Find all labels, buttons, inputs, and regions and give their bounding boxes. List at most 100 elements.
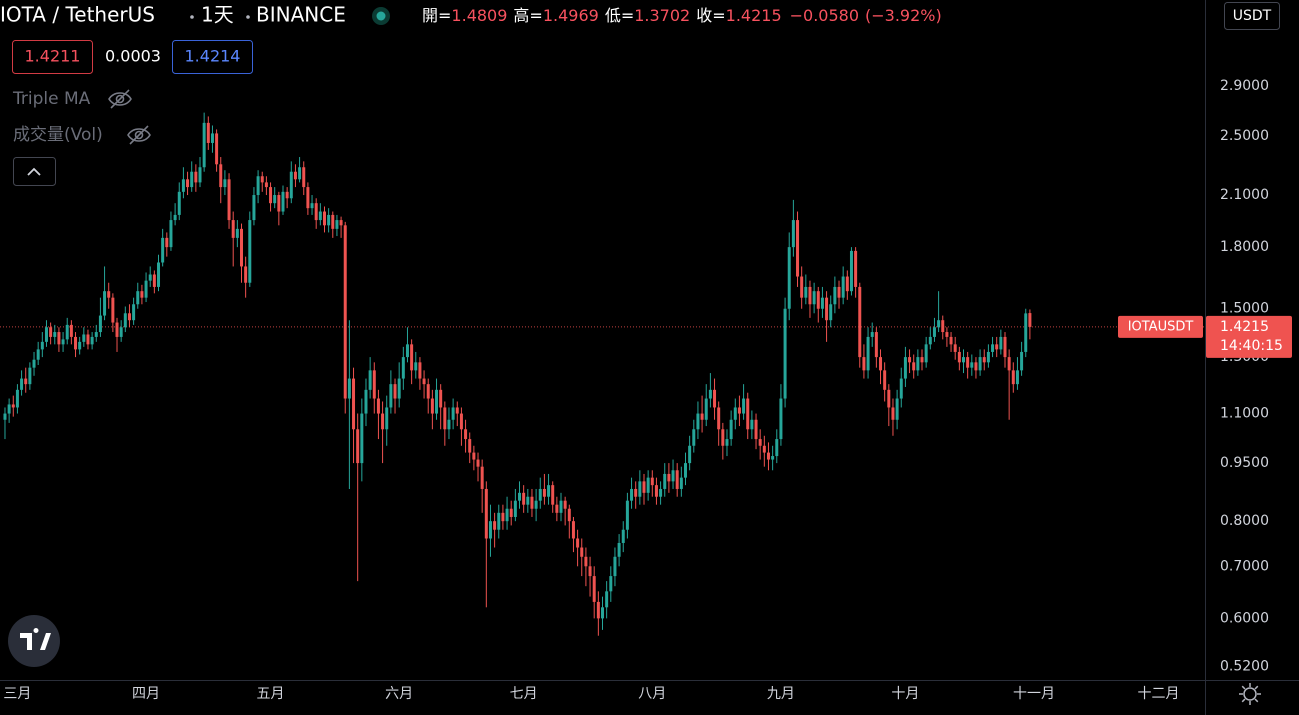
hidden-icon[interactable] — [127, 125, 151, 145]
candle-body — [932, 327, 936, 337]
candle-body — [613, 556, 617, 577]
exchange: BINANCE — [256, 3, 346, 27]
candle-body — [866, 336, 870, 371]
candle-body — [443, 407, 447, 430]
candle-body — [837, 286, 841, 298]
candle-body — [1020, 351, 1024, 371]
hidden-icon[interactable] — [108, 89, 132, 109]
indicator-name[interactable]: 成交量(Vol) — [13, 125, 103, 145]
candle-body — [758, 439, 762, 446]
eye-pupil — [115, 94, 125, 104]
candle-body — [264, 182, 268, 188]
candle-body — [426, 384, 430, 399]
candle-body — [700, 413, 704, 420]
candle-body — [152, 274, 156, 287]
candle-body — [995, 344, 999, 350]
candle-body — [991, 344, 995, 352]
candle-body — [667, 473, 671, 482]
candle-body — [725, 439, 729, 446]
candle-body — [169, 220, 173, 248]
candle-body — [28, 367, 32, 385]
candle-body — [210, 133, 214, 143]
high-label: 高= — [513, 6, 542, 25]
candle-body — [659, 488, 663, 497]
candle-body — [522, 492, 526, 505]
candle-body — [493, 521, 497, 530]
candle-body — [820, 297, 824, 309]
settings-icon[interactable] — [1239, 683, 1261, 705]
candle-body — [144, 280, 148, 298]
sell-button[interactable] — [12, 40, 93, 74]
candle-body — [775, 439, 779, 457]
candle-body — [962, 357, 966, 363]
currency-button[interactable] — [1224, 2, 1280, 30]
candle-body — [501, 512, 505, 522]
candle-body — [405, 344, 409, 358]
candle-body — [372, 370, 376, 399]
collapse-button[interactable] — [13, 157, 56, 186]
candle-body — [368, 370, 372, 390]
open-label: 開= — [422, 6, 451, 25]
candle-body — [845, 276, 849, 292]
candle-body — [107, 291, 111, 298]
candle-body — [854, 250, 858, 287]
candle-body — [401, 357, 405, 379]
eye-slash — [129, 125, 149, 145]
y-tick-label: 0.8000 — [1220, 513, 1269, 529]
countdown: 14:40:15 — [1220, 338, 1283, 354]
candle-body — [198, 167, 202, 183]
candle-body — [376, 398, 380, 414]
indicator-name[interactable]: Triple MA — [12, 89, 91, 109]
candle-body — [289, 171, 293, 199]
buy-button[interactable] — [172, 40, 253, 74]
y-tick-label: 1.5000 — [1220, 301, 1269, 317]
candle-body — [15, 389, 19, 408]
candle-body — [733, 407, 737, 420]
candle-body — [713, 389, 717, 408]
candle-body — [418, 362, 422, 379]
candle-body — [617, 542, 621, 557]
candle-body — [791, 220, 795, 248]
candle-body — [513, 500, 517, 517]
open-value: 1.4809 — [451, 6, 507, 25]
candle-body — [571, 521, 575, 539]
candle-body — [61, 339, 65, 345]
candle-body — [559, 500, 563, 513]
candle-body — [86, 334, 90, 345]
candle-body — [526, 496, 530, 505]
candle-body — [903, 357, 907, 379]
candle-body — [800, 276, 804, 298]
candle-body — [592, 576, 596, 602]
candle-body — [397, 378, 401, 399]
candle-body — [331, 214, 335, 229]
y-tick-label: 0.7000 — [1220, 558, 1269, 574]
symbol-tag — [1118, 315, 1203, 338]
candle-body — [140, 291, 144, 298]
x-tick-label: 九月 — [767, 686, 795, 702]
candle-body — [422, 378, 426, 385]
candle-body — [949, 336, 953, 345]
candle-body — [223, 179, 227, 188]
candle-body — [215, 133, 219, 165]
candle-body — [708, 389, 712, 399]
candle-body — [696, 413, 700, 430]
candle-body — [601, 607, 604, 619]
market-status-dot — [376, 11, 386, 21]
candle-body — [347, 378, 351, 399]
candle-body — [115, 322, 119, 337]
candle-body — [671, 470, 675, 482]
candle-body — [642, 481, 646, 493]
chevron-up — [27, 167, 41, 176]
x-tick-label: 七月 — [510, 686, 538, 702]
candle-body — [273, 195, 277, 204]
interval[interactable]: 1天 — [201, 3, 234, 27]
candle-body — [721, 429, 725, 446]
candle-body — [551, 485, 555, 505]
candle-body — [646, 477, 650, 493]
y-tick-label: 0.6000 — [1220, 610, 1269, 626]
tradingview-logo[interactable] — [8, 615, 60, 667]
separator — [190, 15, 194, 19]
candle-body — [194, 171, 198, 183]
plot-area — [0, 112, 1205, 636]
